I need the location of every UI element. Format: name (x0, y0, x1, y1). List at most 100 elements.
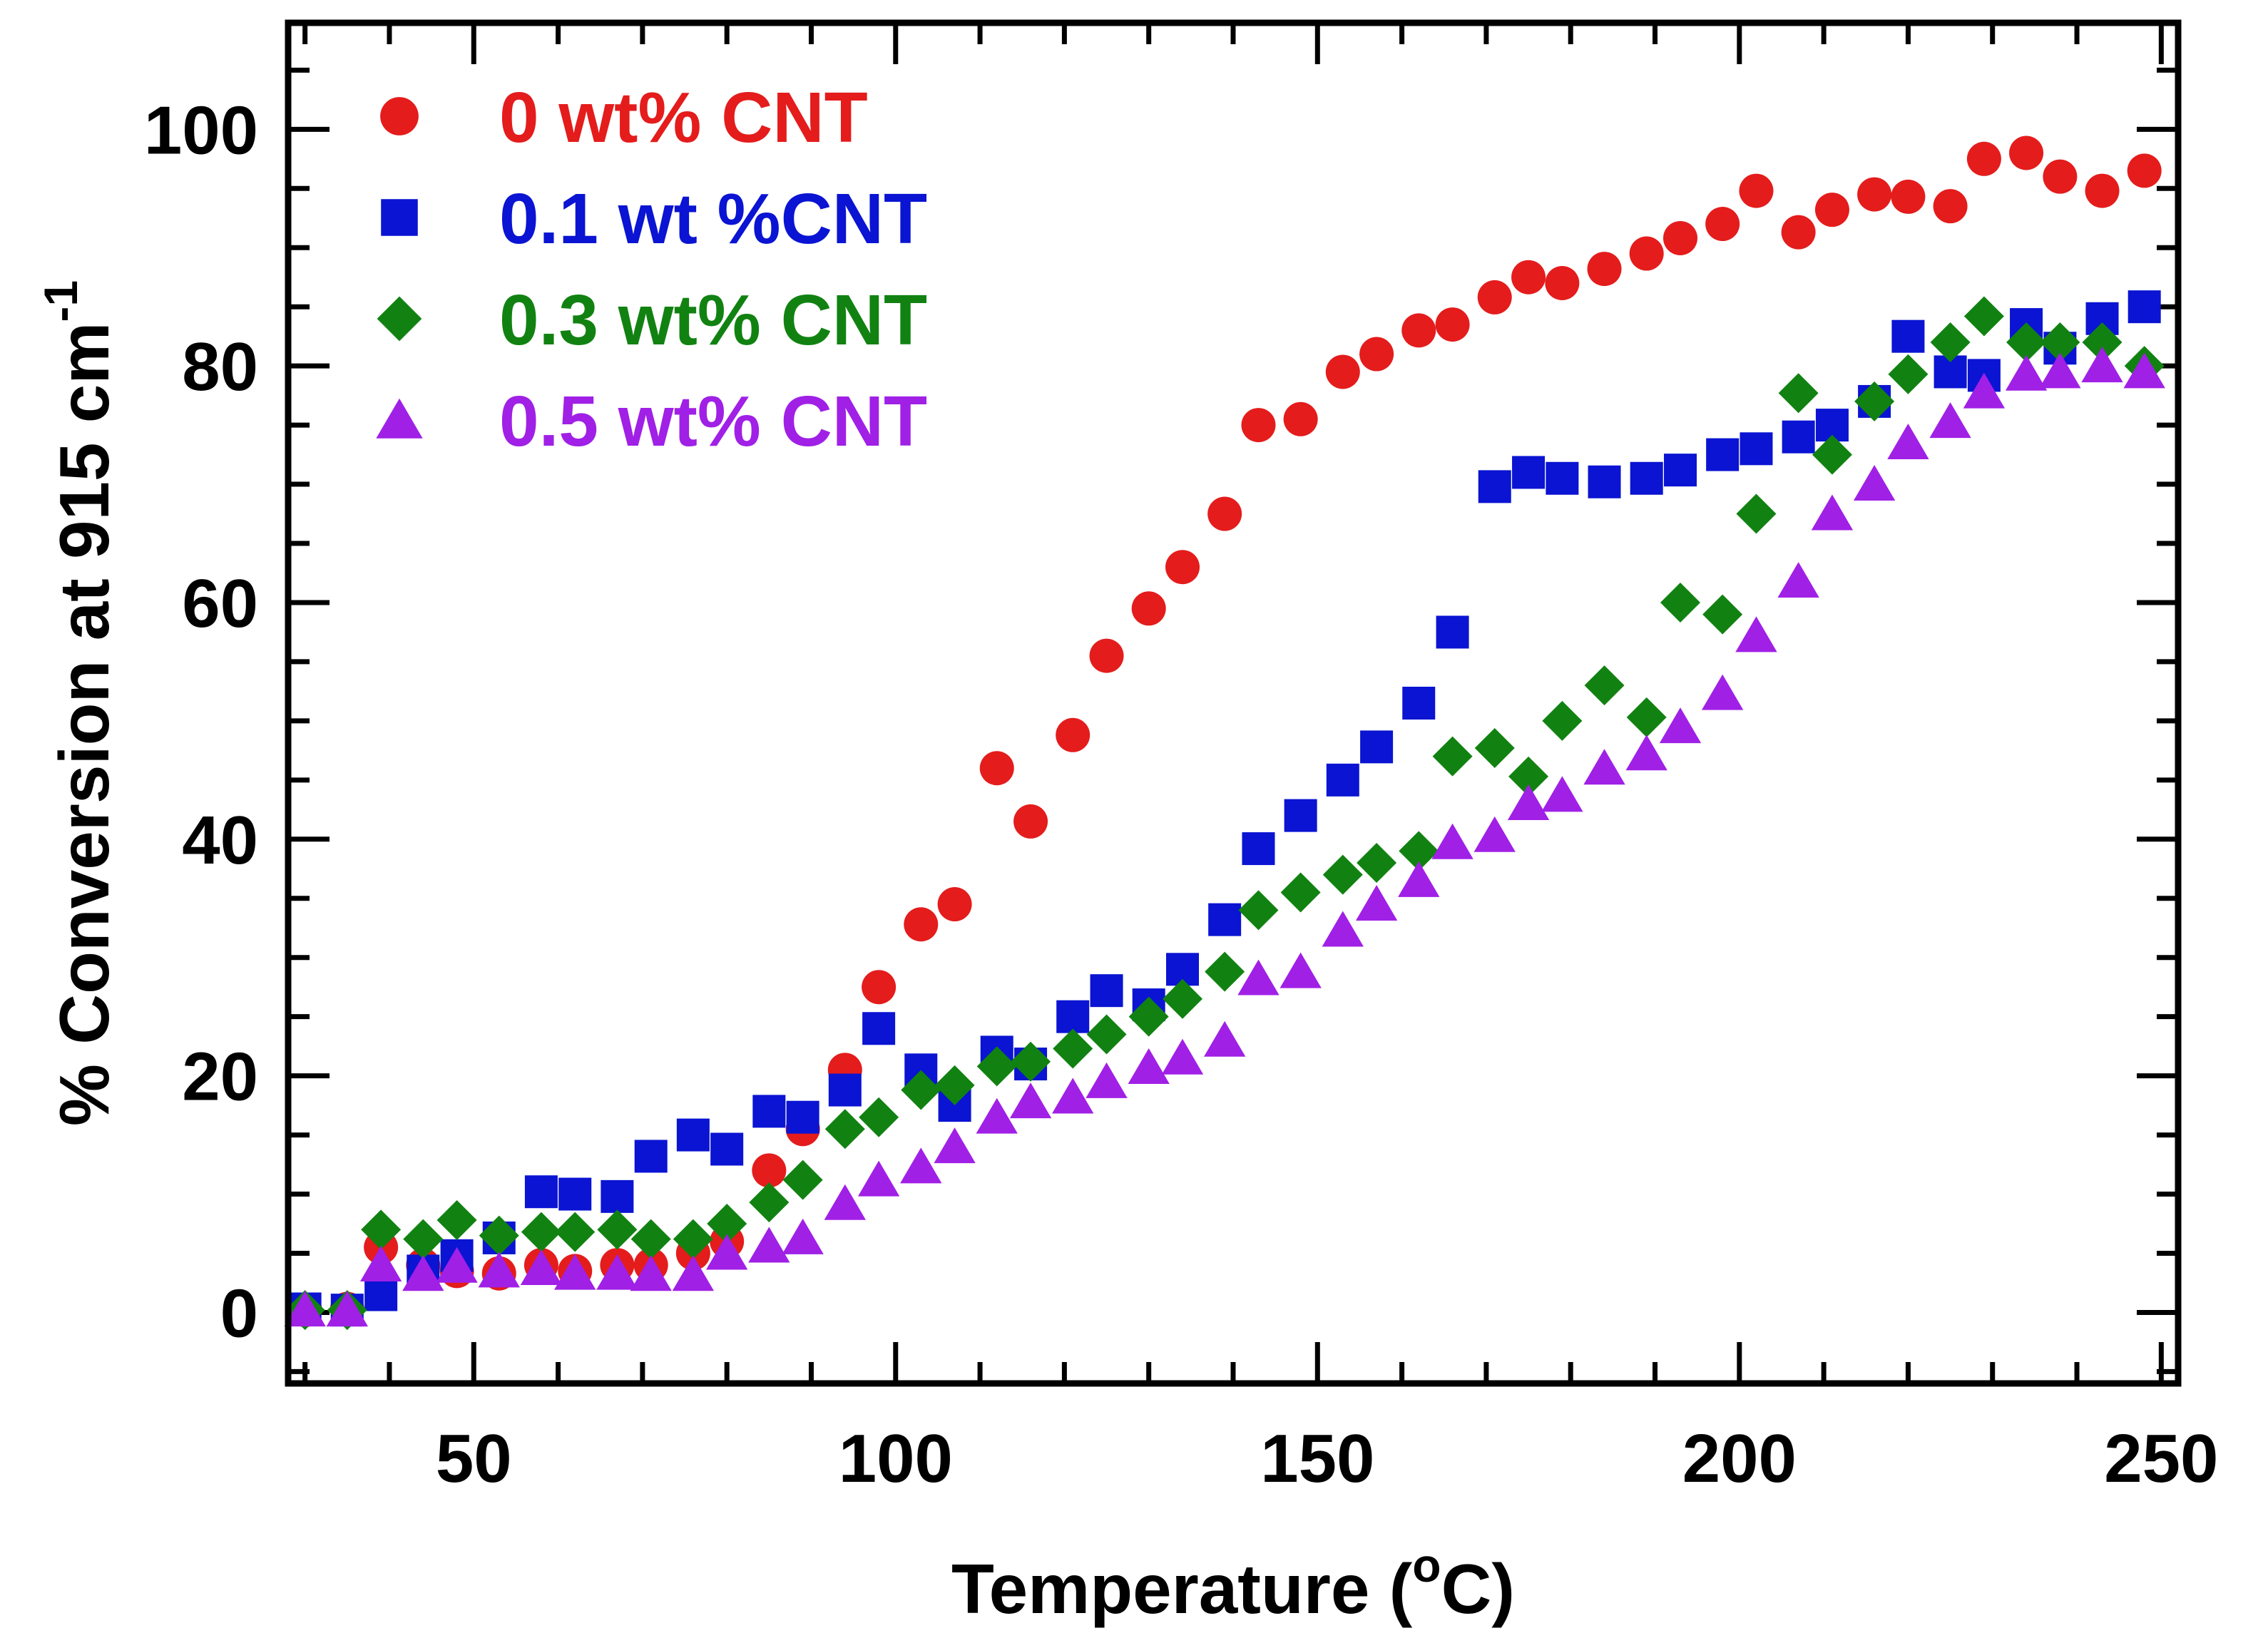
y-axis-title: % Conversion at 915 cm-1 (34, 280, 123, 1126)
data-point (1587, 252, 1622, 287)
data-point (1402, 687, 1436, 720)
data-point (1326, 763, 1359, 797)
data-point (1283, 401, 1318, 436)
data-point (1963, 296, 2004, 337)
data-point (1629, 236, 1664, 271)
data-point (1588, 465, 1621, 498)
x-axis-title-main: Temperature ( (951, 1550, 1413, 1628)
data-point (857, 1160, 900, 1197)
data-point (2005, 354, 2048, 391)
x-tick-label: 200 (1682, 1421, 1797, 1497)
data-point (1660, 582, 1701, 623)
data-point (284, 1291, 326, 1327)
data-point (2040, 322, 2080, 362)
y-tick-label: 0 (220, 1275, 258, 1351)
data-point (1477, 280, 1512, 314)
data-point (1702, 674, 1744, 710)
data-point (937, 887, 972, 922)
data-point (520, 1249, 563, 1286)
data-point (1814, 193, 1849, 227)
data-point (596, 1254, 638, 1290)
data-point (630, 1219, 671, 1259)
data-point (934, 1127, 976, 1164)
data-point (1625, 735, 1667, 771)
data-point (901, 1070, 941, 1110)
data-point (1322, 911, 1364, 947)
data-point (1736, 493, 1777, 534)
data-point (672, 1255, 715, 1291)
y-axis-title-exponent: -1 (34, 280, 87, 322)
data-point (1086, 1062, 1128, 1098)
data-point (2085, 173, 2120, 208)
data-point (1207, 496, 1242, 531)
x-axis-title-degree: o (1412, 1539, 1441, 1592)
data-point (634, 1140, 668, 1173)
data-point (1208, 903, 1242, 936)
data-point (1546, 461, 1579, 495)
data-point (1853, 465, 1896, 501)
data-point (1013, 804, 1048, 839)
data-point (749, 1182, 790, 1223)
data-point (1237, 959, 1279, 995)
x-tick-label: 100 (839, 1421, 953, 1497)
legend-label: 0.3 wt% CNT (499, 280, 927, 360)
data-point (1128, 1048, 1170, 1084)
x-tick-label: 250 (2104, 1421, 2218, 1497)
data-point (1887, 423, 1929, 459)
data-point (786, 1100, 819, 1134)
data-point (707, 1204, 747, 1244)
data-point (1325, 354, 1360, 389)
data-point (1630, 461, 1663, 495)
data-point (1777, 562, 1819, 598)
data-point (1584, 665, 1625, 706)
data-point (359, 1246, 402, 1282)
data-point (1086, 1014, 1127, 1055)
data-point (1888, 354, 1929, 394)
data-point (1782, 420, 1815, 454)
data-point (2127, 290, 2161, 324)
data-point (403, 1219, 444, 1259)
data-point (601, 1179, 634, 1213)
x-axis-title-end: C) (1441, 1550, 1515, 1628)
legend-marker (380, 97, 419, 135)
legend-label: 0.1 wt %CNT (499, 179, 927, 259)
data-point (1735, 616, 1777, 652)
data-point (1089, 638, 1124, 673)
data-point (1009, 1082, 1052, 1119)
data-point (2009, 135, 2044, 170)
data-point (1053, 1028, 1093, 1069)
legend: 0 wt% CNT 0.1 wt %CNT 0.3 wt% CNT 0.5 wt% C… (376, 78, 927, 461)
data-point (859, 1097, 899, 1137)
data-point (402, 1255, 444, 1291)
x-axis-title: Temperature (oC) (951, 1539, 1515, 1628)
data-point (2127, 153, 2162, 188)
data-point (554, 1254, 596, 1290)
data-point (706, 1234, 748, 1270)
data-point (862, 1012, 896, 1045)
y-tick-label: 100 (144, 92, 258, 168)
data-point (2081, 347, 2123, 383)
data-point (1432, 736, 1473, 777)
data-point (976, 1097, 1018, 1134)
data-point (436, 1247, 478, 1283)
data-point (2123, 352, 2165, 389)
data-point (782, 1160, 823, 1200)
data-point (752, 1095, 786, 1128)
data-point (1131, 591, 1166, 626)
legend-item: 0 wt% CNT (380, 78, 868, 158)
data-point (1740, 432, 1773, 466)
data-point (1011, 1041, 1051, 1082)
data-point (1811, 494, 1854, 531)
legend-marker (381, 199, 418, 236)
data-point (1512, 456, 1546, 489)
y-axis-title-main: % Conversion at 915 cm (45, 322, 123, 1126)
data-point (558, 1177, 592, 1211)
legend-marker (376, 398, 423, 439)
y-tick-label: 60 (182, 565, 258, 642)
data-point (1322, 854, 1363, 895)
series-3 (284, 347, 2165, 1327)
data-point (900, 1147, 942, 1184)
legend-label: 0.5 wt% CNT (499, 382, 927, 461)
data-point (1739, 173, 1774, 208)
data-point (904, 907, 939, 942)
